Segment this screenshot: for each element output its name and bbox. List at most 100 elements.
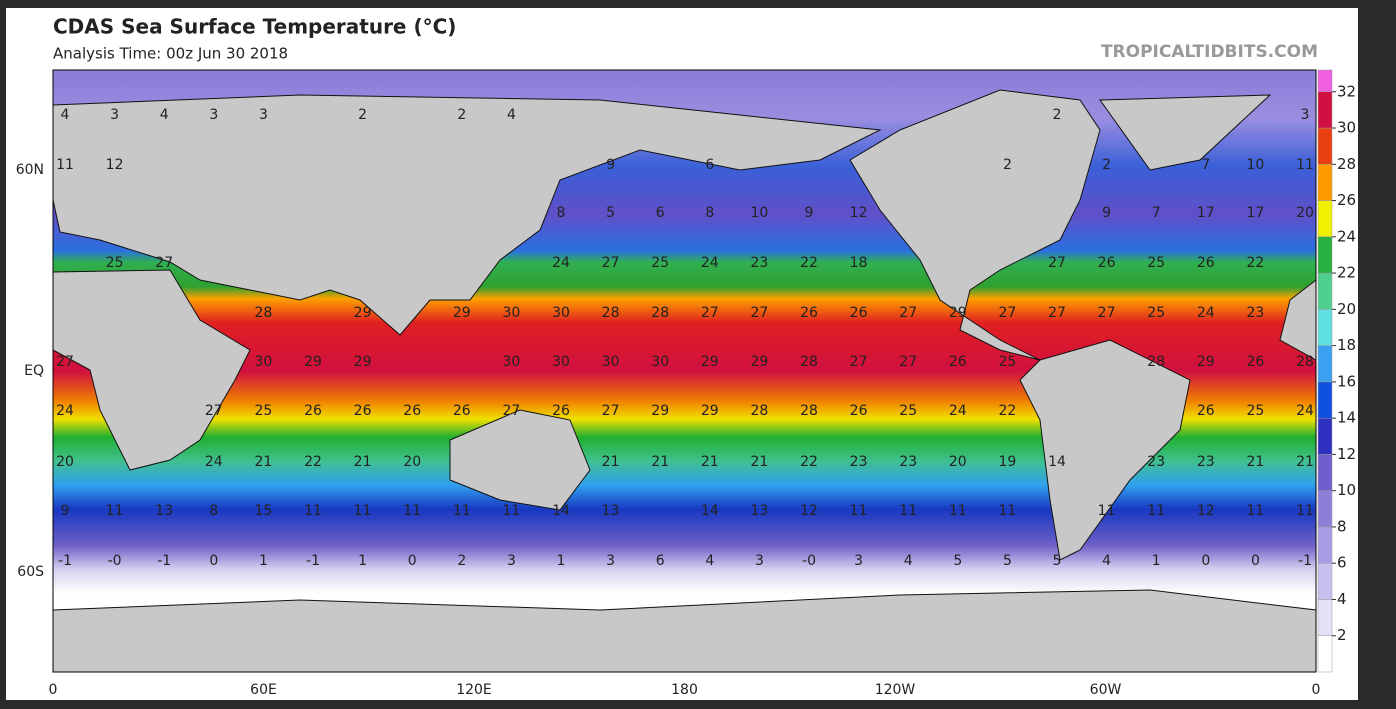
sst-label: 11 [1296,157,1314,173]
colorbar-label: 22 [1337,264,1356,282]
colorbar-swatch [1317,272,1333,310]
lat-label: 60N [16,162,44,178]
sst-label: 21 [750,454,768,470]
sst-label: 28 [1147,354,1165,370]
sst-label: 10 [1246,157,1264,173]
sst-label: 13 [602,503,620,519]
sst-label: 3 [1301,107,1310,123]
sst-label: 22 [304,454,322,470]
sst-label: 9 [61,503,70,519]
sst-label: 27 [750,305,768,321]
sst-label: 29 [949,305,967,321]
sst-label: 27 [701,305,719,321]
lon-label: 0 [49,682,58,698]
sst-label: 11 [1147,503,1165,519]
sst-label: 0 [1201,553,1210,569]
colorbar-swatch [1317,381,1333,419]
sst-label: 11 [998,503,1016,519]
sst-label: 23 [1147,454,1165,470]
colorbar-swatch [1317,345,1333,383]
sst-label: 29 [701,354,719,370]
sst-label: 25 [1147,255,1165,271]
colorbar-swatch [1317,69,1333,93]
sst-label: 9 [1102,205,1111,221]
colorbar-swatch [1317,309,1333,346]
sst-label: 21 [701,454,719,470]
sst-label: 2 [457,553,466,569]
sst-label: 4 [507,107,516,123]
sst-label: 27 [155,255,173,271]
colorbar-label: 4 [1337,590,1347,608]
sst-label: 11 [354,503,372,519]
sst-label: 23 [899,454,917,470]
sst-label: 3 [854,553,863,569]
sst-label: 11 [899,503,917,519]
sst-label: 11 [1246,503,1264,519]
sst-label: 17 [1197,205,1215,221]
lon-label: 120W [875,682,916,698]
sst-label: 11 [1098,503,1116,519]
sst-label: 0 [408,553,417,569]
sst-label: 1 [358,553,367,569]
colorbar-label: 2 [1337,626,1347,644]
sst-label: 12 [800,503,818,519]
sst-label: 14 [1048,454,1066,470]
sst-label: 21 [651,454,669,470]
sst-label: 15 [254,503,272,519]
sst-label: 11 [106,503,124,519]
sst-label: 11 [949,503,967,519]
sst-label: 0 [209,553,218,569]
sst-label: 23 [850,454,868,470]
sst-label: 4 [61,107,70,123]
sst-label: 27 [1048,305,1066,321]
sst-label: 26 [850,305,868,321]
sst-label: -1 [157,553,171,569]
sst-label: 22 [998,403,1016,419]
sst-label: 11 [1296,503,1314,519]
sst-label: 23 [1197,454,1215,470]
sst-label: 29 [1197,354,1215,370]
sst-label: 23 [1246,305,1264,321]
sst-label: 3 [110,107,119,123]
sst-label: 12 [1197,503,1215,519]
sst-label: 14 [701,503,719,519]
sst-label: 2 [358,107,367,123]
sst-label: -1 [58,553,72,569]
sst-label: 27 [205,403,223,419]
sst-label: 13 [750,503,768,519]
sst-label: 20 [56,454,74,470]
colorbar-label: 14 [1337,409,1356,427]
sst-label: 22 [800,255,818,271]
colorbar-label: 18 [1337,336,1356,354]
sst-label: 24 [552,255,570,271]
sst-label: 5 [1003,553,1012,569]
sst-label: 24 [56,403,74,419]
sst-label: 29 [750,354,768,370]
colorbar-label: 12 [1337,445,1356,463]
sst-label: 27 [56,354,74,370]
sst-label: 4 [705,553,714,569]
sst-label: 6 [656,205,665,221]
sst-label: 26 [850,403,868,419]
lat-label: EQ [24,363,44,379]
sst-label: 3 [259,107,268,123]
sst-label: 11 [850,503,868,519]
sst-label: 30 [254,354,272,370]
sst-label: 28 [750,403,768,419]
sst-label: 30 [552,354,570,370]
sst-label: 27 [1098,305,1116,321]
sst-label: 6 [656,553,665,569]
lon-label: 120E [456,682,492,698]
colorbar-label: 20 [1337,300,1356,318]
sst-label: 30 [651,354,669,370]
sst-label: 26 [403,403,421,419]
sst-label: 26 [1197,403,1215,419]
sst-label: 1 [1152,553,1161,569]
sst-label: 21 [1296,454,1314,470]
sst-label: 2 [457,107,466,123]
sst-label: 22 [800,454,818,470]
sst-label: 11 [502,503,520,519]
sst-label: 27 [602,255,620,271]
